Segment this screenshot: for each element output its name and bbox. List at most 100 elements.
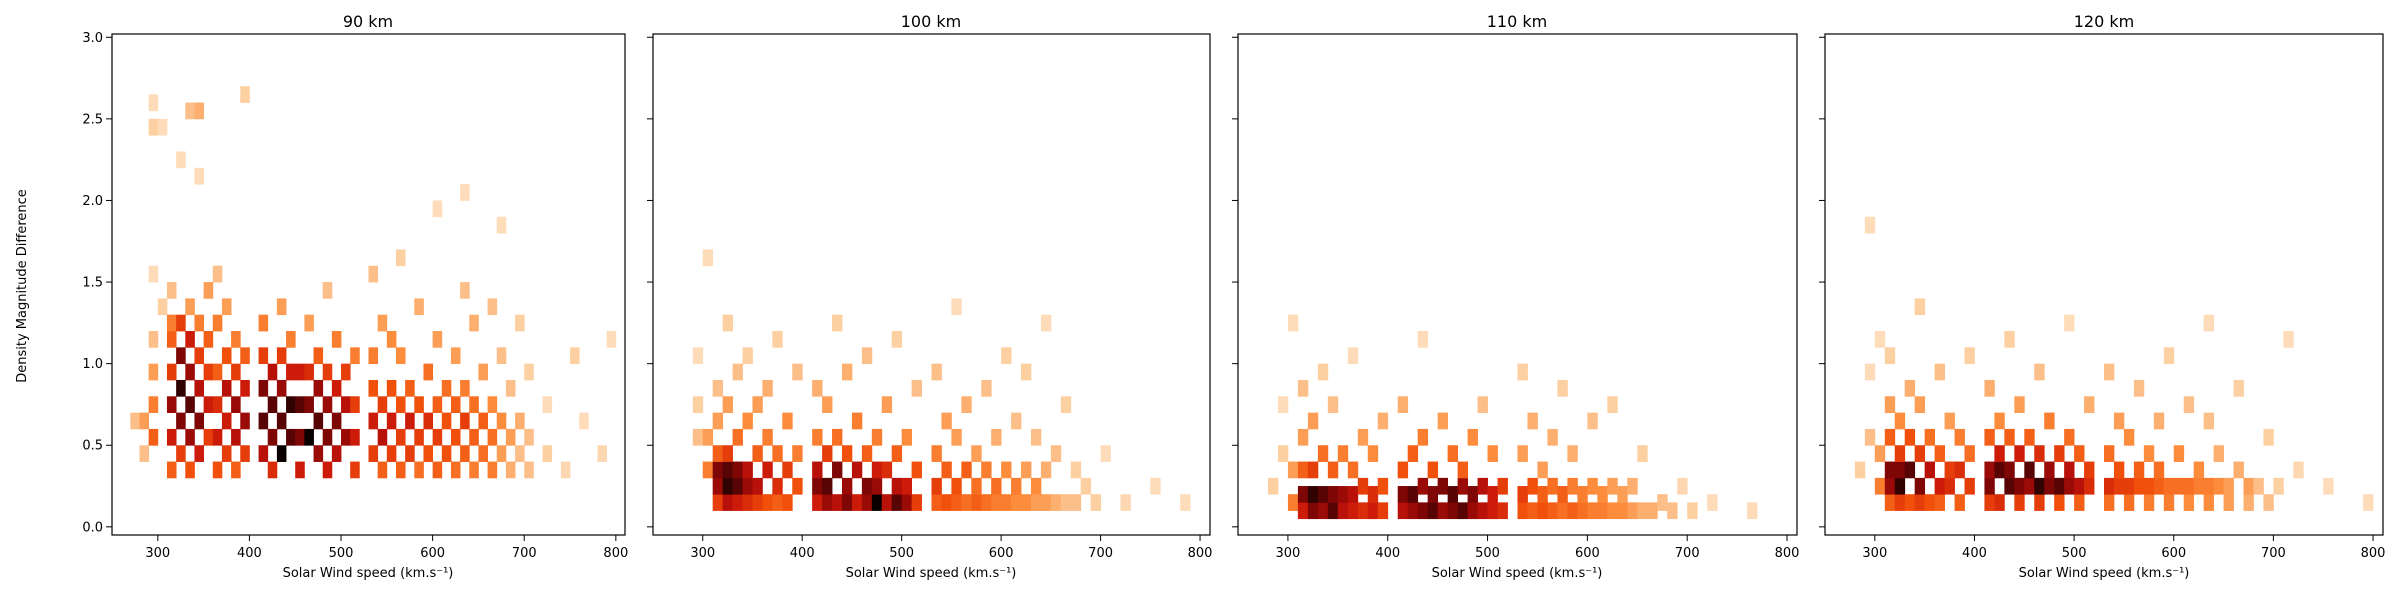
heatmap-cell — [1537, 502, 1548, 520]
heatmap-cell — [1377, 412, 1389, 430]
x-tick-label: 500 — [329, 546, 354, 561]
heatmap-cell — [1327, 486, 1339, 503]
heatmap-cell — [395, 428, 406, 446]
heatmap-cell — [304, 428, 314, 446]
heatmap-cell — [221, 347, 232, 365]
heatmap-cell — [832, 461, 843, 479]
heatmap-cell — [276, 379, 287, 397]
heatmap-cell — [496, 412, 507, 430]
heatmap-cell — [1427, 502, 1439, 520]
heatmap-cell — [1567, 477, 1578, 495]
heatmap-cell — [2183, 477, 2195, 495]
heatmap-cell — [742, 412, 753, 430]
heatmap-cell — [2193, 461, 2205, 479]
heatmap-cell — [2084, 461, 2095, 479]
x-tick-label: 700 — [2261, 546, 2286, 561]
heatmap-cell — [441, 379, 452, 397]
heatmap-cell — [881, 461, 893, 479]
heatmap-cell — [1050, 494, 1062, 511]
heatmap-cell — [2283, 331, 2294, 348]
panel-title: 90 km — [343, 12, 393, 31]
x-tick-label: 500 — [1475, 546, 1500, 561]
heatmap-cell — [1954, 428, 1965, 446]
heatmap-cell — [841, 494, 853, 511]
heatmap-cell — [148, 118, 159, 136]
heatmap-cells — [130, 86, 617, 479]
heatmap-cell — [1021, 461, 1032, 479]
heatmap-cell — [832, 314, 843, 332]
heatmap-cell — [368, 445, 379, 462]
heatmap-cell — [1417, 331, 1429, 348]
heatmap-cell — [496, 216, 507, 234]
heatmap-cell — [1924, 461, 1935, 479]
heatmap-cell — [1884, 396, 1896, 414]
heatmap-cell — [478, 363, 488, 381]
heatmap-cell — [812, 379, 823, 397]
heatmap-cell — [1287, 461, 1299, 479]
heatmap-cell — [460, 282, 470, 299]
heatmap-cell — [822, 445, 833, 462]
x-axis-label: Solar Wind speed (km.s⁻¹) — [283, 566, 454, 581]
heatmap-cell — [1577, 486, 1588, 503]
heatmap-cell — [432, 200, 443, 218]
heatmap-cell — [1100, 445, 1111, 462]
heatmap-cell — [1994, 494, 2005, 511]
heatmap-cell — [1337, 486, 1349, 503]
heatmap-cell — [148, 331, 159, 348]
heatmap-cell — [1537, 461, 1548, 479]
x-tick-label: 600 — [989, 546, 1014, 561]
heatmap-cell — [2014, 494, 2025, 511]
heatmap-cell — [1597, 502, 1608, 520]
heatmap-cell — [1944, 412, 1955, 430]
heatmap-cell — [881, 396, 893, 414]
heatmap-cell — [1347, 486, 1359, 503]
heatmap-cell — [368, 347, 379, 365]
heatmap-cell — [712, 412, 724, 430]
heatmap-cell — [2104, 494, 2115, 511]
heatmap-cell — [460, 184, 470, 201]
panel-title: 100 km — [901, 12, 961, 31]
heatmap-cell — [1050, 445, 1062, 462]
heatmap-cell — [606, 331, 617, 348]
panel-110km: 300 400 500 600 700 800 110 km Solar Wind spe… — [1232, 12, 1799, 581]
heatmap-cell — [1327, 396, 1339, 414]
x-axis-label: Solar Wind speed (km.s⁻¹) — [2019, 566, 2190, 581]
heatmap-cell — [861, 477, 873, 495]
heatmap-cell — [2014, 445, 2025, 462]
heatmap-cell — [450, 461, 461, 479]
heatmap-cell — [901, 428, 913, 446]
heatmap-cell — [1277, 445, 1289, 462]
heatmap-cell — [286, 331, 296, 348]
heatmap-cell — [286, 428, 296, 446]
heatmap-cell — [1477, 396, 1488, 414]
heatmap-cell — [405, 445, 415, 462]
heatmap-cell — [981, 461, 992, 479]
heatmap-cell — [911, 494, 922, 511]
heatmap-cell — [1637, 445, 1648, 462]
heatmap-cell — [712, 477, 724, 495]
heatmap-cell — [194, 347, 205, 365]
heatmap-cell — [2253, 477, 2264, 495]
heatmap-cell — [185, 461, 195, 479]
heatmap-cell — [1884, 477, 1896, 495]
heatmap-cell — [203, 282, 214, 299]
heatmap-cell — [258, 314, 269, 332]
heatmap-cell — [782, 461, 793, 479]
heatmap-cell — [1457, 477, 1468, 495]
heatmap-cell — [1964, 347, 1975, 365]
heatmap-cell — [505, 461, 516, 479]
heatmap-cell — [1287, 314, 1299, 332]
heatmap-cell — [1874, 331, 1886, 348]
heatmap-cell — [1447, 502, 1459, 520]
x-tick-label: 300 — [145, 546, 170, 561]
heatmap-cell — [1904, 461, 1916, 479]
heatmap-cell — [1894, 477, 1906, 495]
heatmap-cell — [176, 347, 186, 365]
heatmap-cell — [951, 477, 962, 495]
heatmap-cell — [570, 347, 580, 365]
heatmap-cell — [822, 477, 833, 495]
heatmap-cell — [2203, 494, 2214, 511]
panel-title: 110 km — [1487, 12, 1547, 31]
heatmap-cell — [712, 445, 724, 462]
